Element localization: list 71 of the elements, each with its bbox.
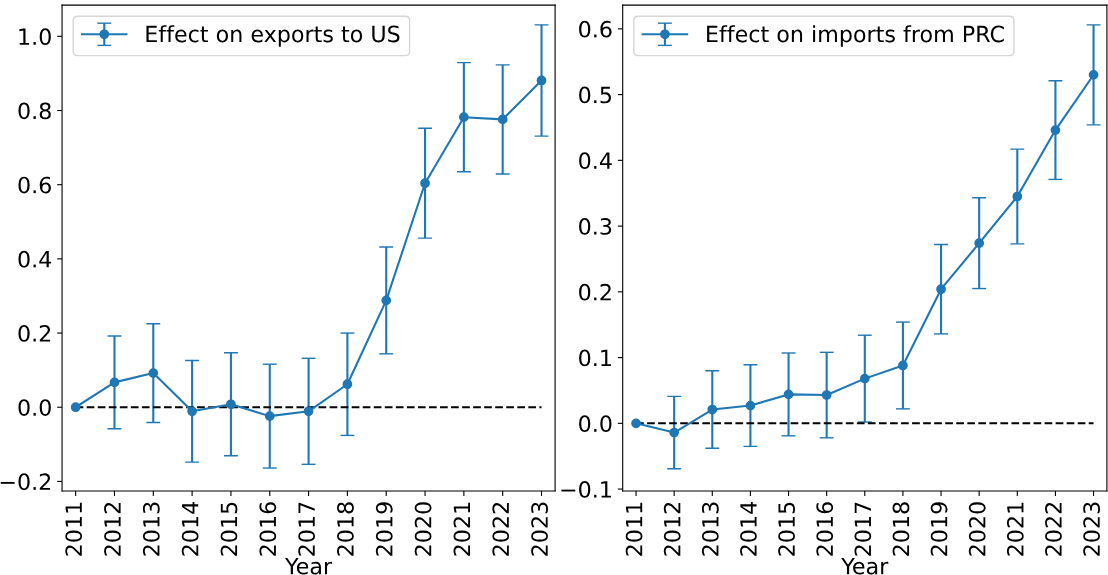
x-tick-label: 2011 bbox=[625, 502, 643, 556]
y-tick-label: 0.2 bbox=[18, 325, 51, 342]
y-tick-label: 0.3 bbox=[579, 218, 612, 235]
point bbox=[821, 390, 832, 400]
y-tick-label: −0.1 bbox=[561, 481, 611, 498]
y-tick-label: 0.4 bbox=[579, 152, 612, 170]
point bbox=[936, 284, 946, 295]
x-tick-label: 2011 bbox=[65, 502, 83, 556]
point bbox=[707, 404, 718, 415]
point bbox=[342, 379, 353, 390]
point bbox=[669, 427, 680, 438]
x-tick-label: 2019 bbox=[375, 502, 393, 556]
x-tick-label: 2013 bbox=[142, 502, 160, 556]
y-tick-label: 0.6 bbox=[579, 20, 612, 38]
point bbox=[1012, 191, 1023, 202]
point bbox=[745, 400, 756, 411]
x-tick-label: 2017 bbox=[854, 502, 872, 556]
x-tick-label: 2021 bbox=[453, 502, 471, 556]
y-tick-label: 0.0 bbox=[579, 415, 612, 433]
x-tick-label: 2016 bbox=[259, 502, 277, 556]
point bbox=[226, 399, 236, 410]
y-tick-label: −0.2 bbox=[0, 473, 51, 491]
y-tick-label: 0.0 bbox=[18, 399, 51, 416]
x-tick-label: 2013 bbox=[701, 502, 719, 556]
x-tick-label: 2023 bbox=[531, 502, 548, 556]
legend-label: Effect on imports from PRC bbox=[707, 25, 1004, 47]
point bbox=[536, 75, 547, 86]
x-tick-label: 2014 bbox=[181, 502, 199, 556]
x-tick-label: 2014 bbox=[740, 502, 757, 556]
y-tick-label: 0.1 bbox=[579, 349, 611, 367]
point bbox=[109, 377, 120, 388]
x-axis-title: Year bbox=[841, 558, 889, 575]
y-tick-label: 0.2 bbox=[579, 283, 611, 301]
x-tick-label: 2012 bbox=[663, 503, 681, 556]
point bbox=[1050, 125, 1061, 135]
point bbox=[631, 418, 641, 429]
point bbox=[459, 112, 469, 123]
point bbox=[264, 411, 275, 421]
x-axis-title: Year bbox=[285, 558, 333, 575]
legend-label: Effect on exports to US bbox=[146, 25, 400, 47]
y-tick-label: 0.5 bbox=[579, 86, 612, 104]
point bbox=[1088, 70, 1099, 80]
x-tick-label: 2021 bbox=[1006, 502, 1024, 556]
point bbox=[381, 295, 392, 306]
x-tick-label: 2020 bbox=[414, 502, 432, 556]
point bbox=[497, 114, 508, 125]
point bbox=[70, 402, 81, 413]
x-tick-label: 2022 bbox=[492, 503, 510, 556]
point bbox=[783, 389, 794, 400]
x-tick-label: 2015 bbox=[778, 502, 795, 556]
y-tick-label: 0.8 bbox=[18, 102, 51, 120]
point bbox=[420, 178, 430, 189]
point bbox=[303, 406, 314, 417]
x-tick-label: 2022 bbox=[1045, 503, 1062, 556]
point bbox=[148, 368, 159, 378]
x-tick-label: 2016 bbox=[816, 502, 834, 556]
y-tick-label: 0.4 bbox=[18, 250, 52, 268]
point bbox=[187, 406, 197, 417]
point bbox=[859, 373, 870, 384]
x-tick-label: 2018 bbox=[892, 502, 910, 556]
y-tick-label: 0.6 bbox=[18, 176, 51, 194]
point bbox=[898, 360, 908, 371]
x-tick-label: 2018 bbox=[337, 502, 354, 556]
x-tick-label: 2023 bbox=[1083, 502, 1100, 556]
x-tick-label: 2020 bbox=[968, 502, 986, 556]
x-tick-label: 2019 bbox=[930, 502, 948, 556]
point bbox=[974, 238, 985, 249]
x-tick-label: 2017 bbox=[298, 502, 316, 556]
y-tick-label: 1.0 bbox=[19, 28, 51, 46]
x-tick-label: 2012 bbox=[104, 503, 121, 556]
x-tick-label: 2015 bbox=[220, 502, 238, 556]
